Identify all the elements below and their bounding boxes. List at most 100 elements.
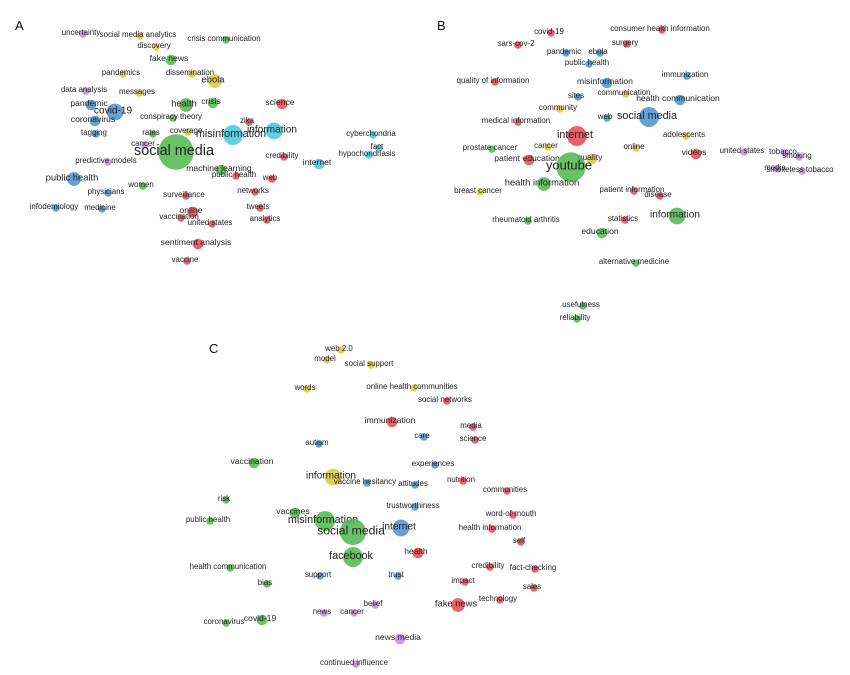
- label-covid-19: covid-19: [244, 613, 277, 623]
- node-facebook: [343, 547, 363, 567]
- node-experiences: [431, 461, 439, 469]
- node-support: [316, 572, 324, 580]
- label-misinformation: misinformation: [577, 76, 633, 86]
- node-health: [179, 98, 193, 112]
- label-zika: zika: [240, 116, 255, 125]
- node-information: [324, 468, 342, 486]
- label-prostate-cancer: prostate cancer: [463, 143, 518, 152]
- label-online-health-communities: online health communities: [366, 382, 457, 391]
- node-technology: [496, 596, 504, 604]
- node-videos: [690, 148, 702, 160]
- label-public-health: public health: [46, 171, 99, 182]
- label-model: model: [314, 354, 336, 363]
- label-online: online: [180, 205, 203, 215]
- node-misinformation: [315, 511, 335, 531]
- node-trust: [394, 572, 402, 580]
- node-consumer-health-information: [658, 26, 666, 34]
- label-internet: internet: [382, 522, 416, 533]
- label-public-health: public health: [565, 58, 609, 67]
- node-vaccines: [289, 507, 301, 519]
- label-impact: impact: [451, 576, 475, 585]
- node-disease: [656, 192, 664, 200]
- label-attitudes: attitudes: [398, 479, 428, 488]
- label-immunization: immunization: [662, 70, 709, 79]
- node-science: [276, 98, 288, 110]
- label-statistics: statistics: [608, 214, 638, 223]
- node-words: [303, 385, 311, 393]
- label-coverage: coverage: [170, 126, 203, 135]
- node-vaccination: [248, 457, 260, 469]
- label-web: web: [262, 173, 278, 182]
- node-education: [596, 227, 608, 239]
- node-web-2-0: [337, 346, 345, 354]
- label-coronavirus: coronavirus: [204, 617, 245, 626]
- label-rates: rates: [142, 128, 160, 137]
- node-data-analysis: [82, 87, 90, 95]
- label-predictive-models: predictive models: [75, 156, 136, 165]
- label-credibility: credibility: [472, 561, 505, 570]
- label-misinformation: misinformation: [196, 128, 266, 140]
- node-media: [469, 423, 477, 431]
- label-internet: internet: [557, 129, 593, 141]
- label-sentiment-analysis: sentiment analysis: [161, 237, 232, 247]
- node-coronavirus: [222, 619, 230, 627]
- node-tobacco: [781, 149, 789, 157]
- node-sentiment-analysis: [192, 238, 204, 250]
- label-experiences: experiences: [412, 459, 455, 468]
- node-smokeless-tobacco: [798, 167, 806, 175]
- panel-a-network: uncertainty social media analytics crisis …: [30, 28, 396, 265]
- label-word-of-mouth: word-of-mouth: [485, 509, 537, 518]
- node-public-health: [206, 517, 214, 525]
- label-trust: trust: [388, 570, 404, 579]
- node-tweets: [256, 204, 264, 212]
- label-reliability: reliability: [560, 313, 591, 322]
- node-predictive-models: [104, 158, 112, 166]
- label-media: media: [460, 421, 482, 430]
- panel-letter-b: B: [437, 18, 446, 33]
- label-web: web: [597, 112, 613, 121]
- label-social-support: social support: [345, 359, 394, 368]
- node-physicians: [104, 189, 112, 197]
- node-sites: [574, 93, 582, 101]
- label-education: education: [581, 226, 618, 236]
- node-online: [632, 144, 640, 152]
- node-vaccine-hesitancy: [363, 479, 371, 487]
- node-credibility: [486, 563, 494, 571]
- label-medical-information: medical information: [482, 116, 550, 125]
- node-cancer: [544, 143, 552, 151]
- node-social-media-analytics: [136, 32, 144, 40]
- node-surveillance: [182, 192, 190, 200]
- node-care: [420, 433, 428, 441]
- node-pandemic: [85, 99, 97, 111]
- label-medicine: medicine: [84, 203, 116, 212]
- node-social-media: [158, 134, 194, 170]
- node-rates: [149, 130, 157, 138]
- label-ebola: ebola: [588, 47, 608, 56]
- label-science: science: [265, 97, 294, 107]
- label-nutrition: nutrition: [447, 475, 475, 484]
- node-public-health: [67, 172, 81, 186]
- label-fake-news: fake news: [435, 597, 478, 608]
- node-infodemiology: [52, 204, 60, 212]
- label-public-health: public health: [212, 170, 256, 179]
- label-vaccine-hesitancy: vaccine hesitancy: [334, 477, 396, 486]
- node-social-media: [339, 518, 367, 546]
- node-web: [603, 114, 611, 122]
- label-smokeless-tobacco: smokeless tobacco: [766, 165, 834, 174]
- node-credibility: [280, 153, 288, 161]
- node-statistics: [621, 216, 629, 224]
- label-sales: sales: [523, 582, 541, 591]
- label-communities: communities: [483, 485, 527, 494]
- node-risk: [222, 496, 230, 504]
- node-fake-news: [165, 54, 177, 66]
- node-internet: [567, 126, 587, 146]
- label-hypochondriasis: hypochondriasis: [338, 149, 395, 158]
- label-disease: disease: [644, 190, 672, 199]
- label-united-states: united states: [188, 218, 233, 227]
- node-information: [265, 122, 283, 140]
- label-vaccines: vaccines: [276, 506, 309, 516]
- node-communities: [503, 487, 511, 495]
- label-united-states: united states: [720, 146, 765, 155]
- label-social-media: social media: [317, 523, 385, 537]
